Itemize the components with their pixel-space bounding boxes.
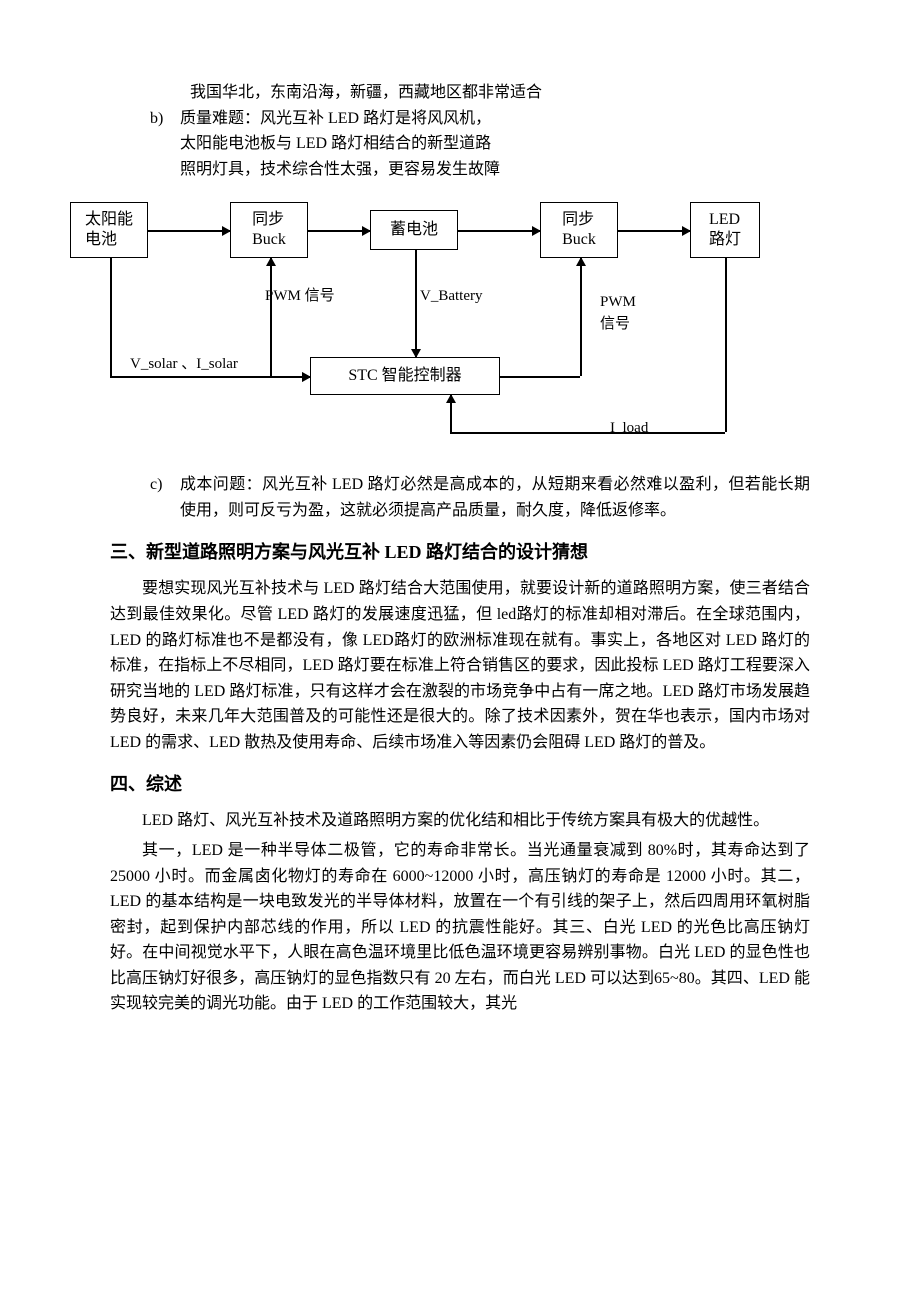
diagram-node-buck2: 同步 Buck xyxy=(540,202,618,258)
diagram-edge xyxy=(110,258,112,376)
diagram-node-battery: 蓄电池 xyxy=(370,210,458,250)
diagram-label-iload: I_load xyxy=(610,416,648,440)
diagram-edge xyxy=(725,258,727,432)
diagram-node-stc: STC 智能控制器 xyxy=(310,357,500,395)
diagram-edge xyxy=(458,230,540,232)
diagram-edge xyxy=(148,230,230,232)
diagram-edge xyxy=(270,258,272,376)
diagram-edge xyxy=(110,376,310,378)
diagram-label-vsolar: V_solar 、I_solar xyxy=(130,352,238,376)
diagram-node-buck1: 同步 Buck xyxy=(230,202,308,258)
diagram-edge xyxy=(270,258,272,268)
diagram-edge xyxy=(450,432,725,434)
diagram-label-pwm2_b: 信号 xyxy=(600,312,630,336)
text-line: 照明灯具，技术综合性太强，更容易发生故障 xyxy=(180,157,810,183)
list-marker: c) xyxy=(150,472,180,498)
diagram-node-led: LED 路灯 xyxy=(690,202,760,258)
diagram-label-vbatt: V_Battery xyxy=(420,284,482,308)
diagram-node-solar: 太阳能 电池 xyxy=(70,202,148,258)
list-item-b: b) 质量难题：风光互补 LED 路灯是将风风机， 太阳能电池板与 LED 路灯… xyxy=(110,106,810,183)
block-diagram: 太阳能 电池 同步 Buck 蓄电池 同步 Buck LED 路灯 STC 智能控制器 PW… xyxy=(70,192,770,452)
list-body: 质量难题：风光互补 LED 路灯是将风风机， 太阳能电池板与 LED 路灯相结合… xyxy=(180,106,810,183)
list-marker: b) xyxy=(150,106,180,132)
carryover-line: 我国华北，东南沿海，新疆，西藏地区都非常适合 xyxy=(110,80,810,106)
diagram-edge xyxy=(618,230,690,232)
section4-para1: LED 路灯、风光互补技术及道路照明方案的优化结和相比于传统方案具有极大的优越性… xyxy=(110,808,810,834)
diagram-label-pwm1: PWM 信号 xyxy=(265,284,335,308)
text-line: 太阳能电池板与 LED 路灯相结合的新型道路 xyxy=(180,131,810,157)
list-item-c: c) 成本问题：风光互补 LED 路灯必然是高成本的，从短期来看必然难以盈利，但… xyxy=(110,472,810,523)
section3-para: 要想实现风光互补技术与 LED 路灯结合大范围使用，就要设计新的道路照明方案，使… xyxy=(110,576,810,755)
diagram-edge xyxy=(580,258,582,376)
diagram-edge xyxy=(415,250,417,357)
section4-para2: 其一，LED 是一种半导体二极管，它的寿命非常长。当光通量衰减到 80%时，其寿… xyxy=(110,838,810,1017)
diagram-label-pwm2_a: PWM xyxy=(600,290,636,314)
text-line: 质量难题：风光互补 LED 路灯是将风风机， xyxy=(180,106,810,132)
list-body: 成本问题：风光互补 LED 路灯必然是高成本的，从短期来看必然难以盈利，但若能长… xyxy=(180,472,810,523)
diagram-edge xyxy=(500,376,580,378)
diagram-edge xyxy=(580,258,582,268)
section-heading-3: 三、新型道路照明方案与风光互补 LED 路灯结合的设计猜想 xyxy=(110,538,810,567)
diagram-edge xyxy=(308,230,370,232)
diagram-edge xyxy=(450,395,452,432)
section-heading-4: 四、综述 xyxy=(110,770,810,799)
diagram-edge xyxy=(415,347,417,357)
